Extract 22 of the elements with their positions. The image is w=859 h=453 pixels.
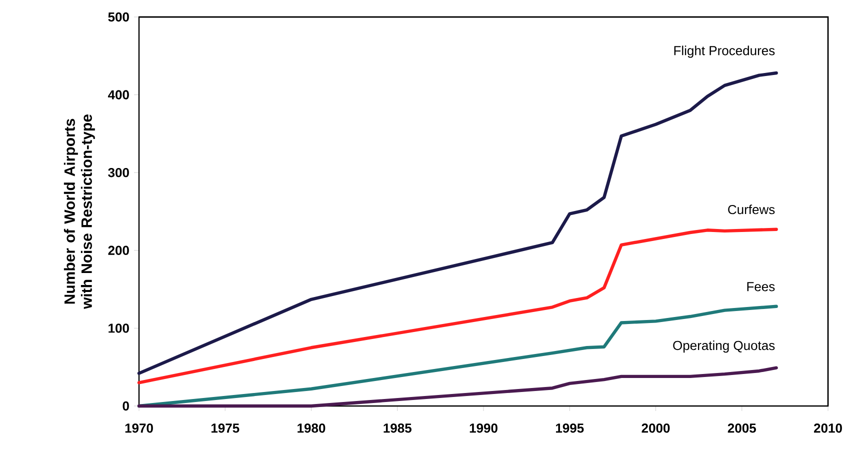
x-tick-label: 2000	[642, 424, 670, 433]
x-tick-label: 2010	[814, 424, 842, 433]
line-series	[137, 71, 778, 375]
x-tick-label: 1980	[298, 424, 326, 433]
series-label: Operating Quotas	[673, 340, 775, 353]
x-tick-label: 1995	[556, 424, 584, 433]
line-series	[137, 366, 778, 408]
series-label: Fees	[747, 282, 775, 292]
x-tick-label: 1970	[125, 424, 153, 433]
series-label: Flight Procedures	[674, 46, 775, 58]
y-tick-label: 300	[108, 168, 129, 178]
x-tick-label: 1975	[211, 424, 240, 433]
y-tick-label: 0	[122, 401, 129, 411]
x-tick-label: 1985	[384, 424, 412, 433]
y-axis-title: Number of World Airports with Noise Restriction-type	[64, 114, 95, 310]
y-tick-label: 500	[108, 12, 129, 22]
x-tick-label: 2005	[728, 424, 756, 433]
series-label: Curfews	[728, 204, 775, 214]
y-tick-label: 100	[108, 324, 129, 333]
y-tick-label: 400	[108, 90, 129, 100]
y-tick-label: 200	[108, 246, 129, 255]
x-tick-label: 1990	[470, 424, 498, 433]
